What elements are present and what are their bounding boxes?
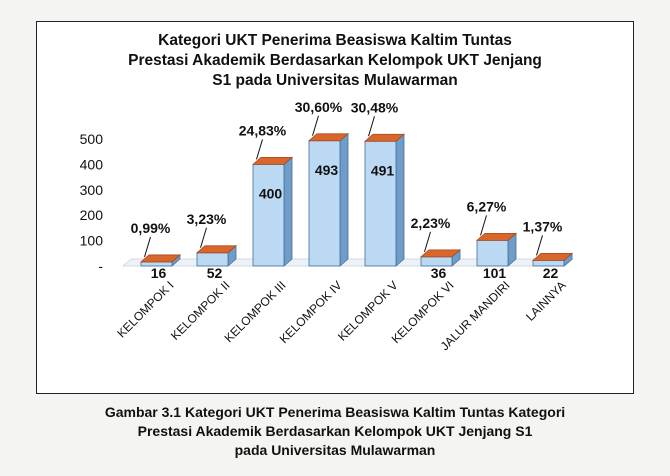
figure-caption: Gambar 3.1 Kategori UKT Penerima Beasisw…	[20, 403, 650, 460]
bar-value-label: 36	[431, 265, 447, 281]
bar-top	[139, 254, 182, 263]
chart-title-line-1: Kategori UKT Penerima Beasiswa Kaltim Tu…	[158, 32, 512, 49]
chart-title: Kategori UKT Penerima Beasiswa Kaltim Tu…	[36, 31, 634, 91]
bar-percent-label: 30,48%	[351, 99, 399, 115]
bar-value-label: 52	[207, 265, 223, 281]
bar-value-label: 101	[483, 265, 507, 281]
percent-leader-line	[480, 215, 487, 236]
bar-top	[419, 249, 462, 258]
bar-top	[307, 133, 350, 142]
chart-floor	[121, 258, 575, 267]
percent-leader-line	[536, 235, 543, 256]
chart-title-line-3: S1 pada Universitas Mulawarman	[212, 72, 458, 89]
percent-leader-line	[424, 231, 431, 252]
y-tick-label: 300	[80, 182, 104, 198]
percent-leader-line	[144, 236, 151, 258]
bar-side	[283, 156, 293, 267]
caption-line-2: Prestasi Akademik Berdasarkan Kelompok U…	[137, 423, 533, 439]
bar	[252, 163, 285, 267]
bar	[364, 140, 397, 267]
bar-top	[531, 253, 574, 261]
percent-leader-line	[256, 139, 263, 160]
caption-line-1: Gambar 3.1 Kategori UKT Penerima Beasisw…	[104, 404, 566, 420]
caption-line-3: pada Universitas Mulawarman	[234, 442, 436, 458]
x-category-label: LAINNYA	[523, 278, 569, 324]
percent-leader-line	[312, 115, 319, 136]
bar-percent-label: 0,99%	[131, 220, 171, 236]
bar-top	[475, 232, 518, 241]
bar	[476, 239, 509, 267]
bar-top	[251, 157, 294, 165]
bar-percent-label: 2,23%	[411, 215, 451, 231]
bar-top	[195, 245, 238, 254]
y-tick-label: 500	[80, 131, 104, 147]
percent-leader-line	[200, 227, 207, 248]
bar-percent-label: 30,60%	[295, 99, 343, 115]
bar-value-label: 491	[371, 162, 395, 178]
bar-value-label: 22	[543, 265, 559, 281]
bar-percent-label: 1,37%	[523, 218, 563, 234]
bar-side	[339, 132, 349, 267]
bar-value-label: 493	[315, 162, 339, 178]
y-tick-label: 200	[80, 207, 104, 223]
x-category-label: KELOMPOK I	[114, 278, 176, 340]
bar-top	[363, 133, 406, 142]
y-tick-label: 400	[80, 156, 104, 172]
bar-side	[395, 133, 405, 267]
bar	[308, 140, 341, 267]
bar-percent-label: 6,27%	[467, 198, 507, 214]
bar-value-label: 16	[151, 265, 167, 281]
bar-percent-label: 3,23%	[187, 211, 227, 227]
bar-value-label: 400	[259, 185, 283, 201]
chart-title-line-2: Prestasi Akademik Berdasarkan Kelompok U…	[128, 52, 542, 69]
percent-leader-line	[368, 116, 375, 137]
bar-percent-label: 24,83%	[239, 122, 287, 138]
y-tick-label: 100	[80, 233, 104, 249]
y-tick-label: -	[98, 258, 103, 274]
